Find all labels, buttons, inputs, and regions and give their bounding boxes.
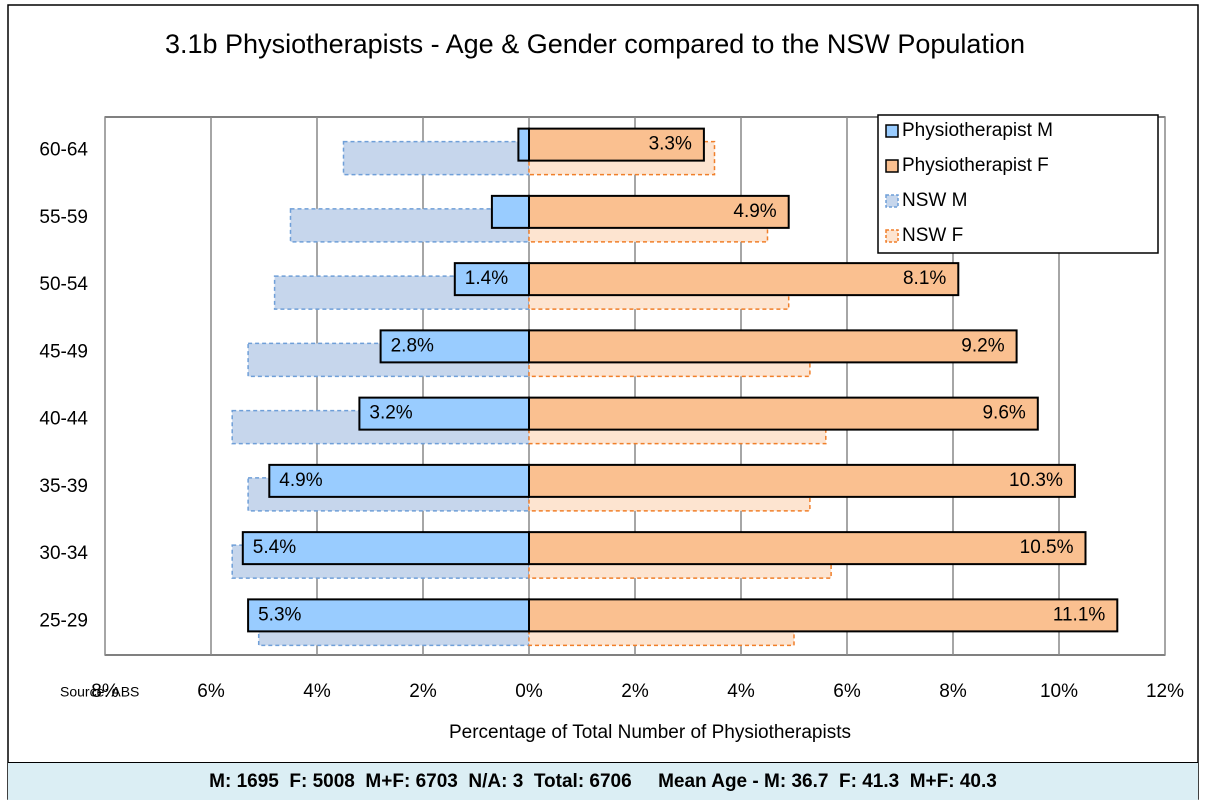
bar	[342, 140, 530, 176]
data-label: 9.2%	[961, 335, 1004, 356]
bar	[268, 463, 530, 498]
bar	[528, 262, 960, 297]
x-tick-label: 0%	[515, 681, 543, 702]
chart-title: 3.1b Physiotherapists - Age & Gender com…	[165, 29, 1025, 59]
y-tick-label: 25-29	[39, 610, 88, 631]
legend-swatch	[885, 194, 899, 208]
bar	[247, 598, 530, 633]
y-tick-label: 55-59	[39, 207, 88, 228]
legend-swatch	[885, 124, 899, 138]
x-tick-label: 4%	[727, 681, 755, 702]
data-label: 1.4%	[465, 268, 508, 289]
source: Source: ABS	[60, 684, 139, 700]
legend-label: Physiotherapist F	[902, 155, 1049, 176]
data-label: 5.3%	[258, 604, 301, 625]
bar	[517, 127, 531, 162]
x-tick-label: 8%	[939, 681, 967, 702]
x-tick-label: 6%	[833, 681, 861, 702]
x-tick-label: 12%	[1146, 681, 1184, 702]
data-label: 5.4%	[253, 537, 296, 558]
y-tick-label: 45-49	[39, 341, 88, 362]
x-tick-label: 2%	[409, 681, 437, 702]
bar	[453, 262, 530, 297]
y-tick-label: 50-54	[39, 274, 88, 295]
data-label: 8.1%	[903, 268, 946, 289]
legend-swatch	[885, 159, 899, 173]
data-label: 11.1%	[1053, 604, 1106, 625]
legend-label: NSW M	[902, 190, 967, 211]
legend-label: Physiotherapist M	[902, 120, 1053, 141]
bar	[490, 194, 530, 229]
bar	[241, 531, 531, 566]
bar	[379, 329, 530, 364]
data-label: 10.3%	[1009, 470, 1063, 491]
legend-swatch	[885, 229, 899, 243]
y-tick-label: 60-64	[39, 140, 88, 161]
bar	[528, 194, 790, 229]
y-tick-label: 30-34	[39, 543, 88, 564]
x-tick-label: 8%	[91, 681, 119, 702]
legend	[877, 114, 1159, 254]
x-tick-label: 10%	[1040, 681, 1078, 702]
footer: M: 1695 F: 5008 M+F: 6703 N/A: 3 Total: …	[8, 762, 1198, 800]
y-tick-label: 35-39	[39, 476, 88, 497]
y-tick-label: 40-44	[39, 409, 88, 430]
data-label: 3.3%	[649, 134, 692, 155]
data-label: 4.9%	[279, 470, 322, 491]
x-tick-label: 2%	[621, 681, 649, 702]
bar	[528, 598, 1119, 633]
data-label: 3.2%	[369, 403, 412, 424]
bar	[528, 396, 1039, 431]
data-label: 2.8%	[391, 335, 434, 356]
x-tick-label: 6%	[197, 681, 225, 702]
legend-label: NSW F	[902, 225, 963, 246]
x-tick-label: 4%	[303, 681, 331, 702]
x-axis-label: Percentage of Total Number of Physiother…	[449, 722, 851, 743]
bar	[528, 463, 1076, 498]
data-label: 9.6%	[982, 403, 1025, 424]
bar	[528, 329, 1018, 364]
data-label: 4.9%	[733, 201, 776, 222]
bar	[528, 531, 1087, 566]
data-label: 10.5%	[1020, 537, 1074, 558]
bar	[528, 127, 705, 162]
